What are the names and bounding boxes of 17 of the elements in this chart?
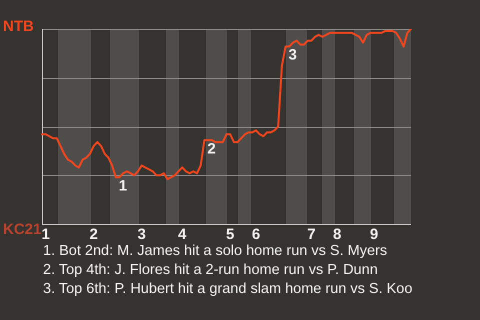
x-tick-label: 4	[178, 226, 188, 244]
x-tick-label: 7	[307, 226, 316, 244]
annotation: 3	[288, 46, 297, 64]
x-tick-label: 8	[333, 226, 342, 244]
x-tick-label: 5	[226, 226, 234, 244]
text: KC21	[3, 221, 42, 238]
text: 3. Top 6th: P. Hubert hit a grand slam home run vs S. Koo	[43, 280, 412, 299]
x-tick-label: 1	[42, 226, 50, 244]
text: 2. Top 4th: J. Flores hit a 2-run home run vs P. Dunn	[43, 261, 379, 280]
text: 1. Bot 2nd: M. James hit a solo home run vs S. Myers	[43, 242, 388, 261]
x-tick-label: 6	[252, 226, 260, 244]
annotation: 2	[207, 140, 216, 158]
text: NTB	[3, 18, 34, 36]
x-tick-label: 2	[89, 226, 98, 244]
annotation: 1	[118, 177, 128, 194]
x-tick-label: 9	[370, 226, 378, 244]
x-tick-label: 3	[137, 226, 146, 244]
